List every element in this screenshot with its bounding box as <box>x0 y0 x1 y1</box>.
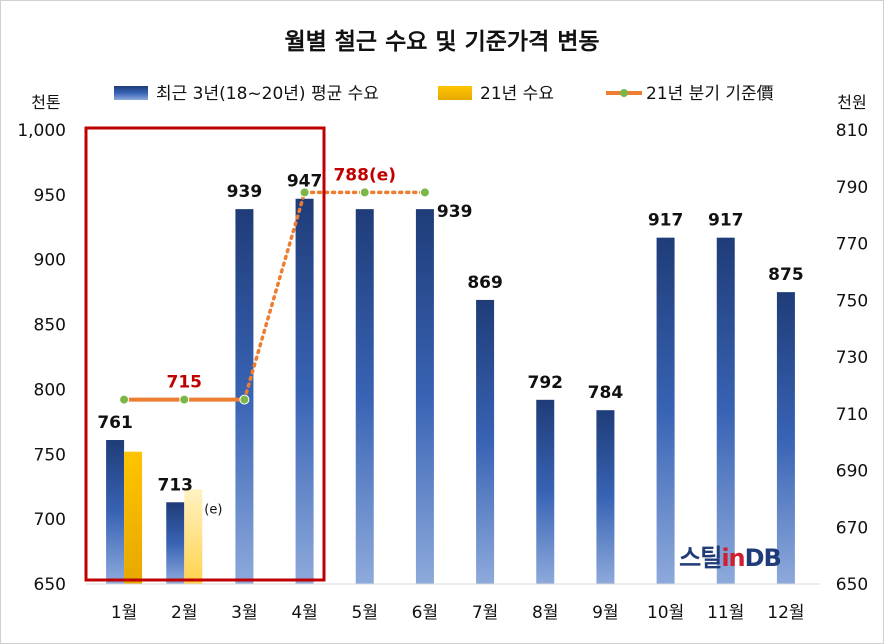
bar-value-label: 869 <box>467 273 503 293</box>
bar-avg-demand <box>656 237 675 585</box>
bar-avg-demand <box>776 292 795 584</box>
right-axis-unit: 천원 <box>837 93 866 112</box>
legend: 최근 3년(18~20년) 평균 수요 21년 수요 21년 분기 기준價 <box>114 84 774 104</box>
bar-avg-demand <box>355 209 374 584</box>
bar-value-label: 939 <box>227 182 263 202</box>
x-tick-label: 9월 <box>592 603 618 623</box>
price-line: 715 788(e) <box>119 165 430 405</box>
x-tick-label: 6월 <box>412 603 438 623</box>
legend-label-2021: 21년 수요 <box>480 84 554 104</box>
price-marker <box>359 187 370 198</box>
legend-marker-price <box>620 89 628 97</box>
bar-value-label: 917 <box>708 211 744 231</box>
y-tick-label: 900 <box>34 251 66 271</box>
y-tick-label: 650 <box>34 575 66 595</box>
y2-tick-label: 690 <box>836 462 868 482</box>
bar-value-label: 947 <box>287 172 323 192</box>
left-axis-unit: 천톤 <box>31 93 60 112</box>
bar-avg-demand <box>596 410 615 584</box>
bar-value-label: 875 <box>768 265 804 285</box>
price-annotation: 788(e) <box>333 165 396 185</box>
x-tick-label: 2월 <box>171 603 197 623</box>
y-tick-label: 750 <box>34 445 66 465</box>
y2-tick-label: 710 <box>836 405 868 425</box>
bar-avg-demand <box>106 440 125 584</box>
price-marker <box>299 187 310 198</box>
bar-value-label: 784 <box>588 383 624 403</box>
x-tick-label: 4월 <box>291 603 317 623</box>
bar-avg-demand <box>415 209 434 584</box>
x-tick-label: 10월 <box>647 603 684 623</box>
estimate-annotation: (e) <box>204 502 222 517</box>
x-tick-label: 5월 <box>352 603 378 623</box>
y2-tick-label: 770 <box>836 235 868 255</box>
y-tick-label: 1,000 <box>17 121 66 141</box>
x-tick-label: 12월 <box>767 603 804 623</box>
y-tick-label: 700 <box>34 510 66 530</box>
right-axis: 650 670 690 710 730 750 770 790 810 <box>836 121 868 595</box>
x-tick-label: 8월 <box>532 603 558 623</box>
y2-tick-label: 810 <box>836 121 868 141</box>
price-marker <box>239 394 250 405</box>
price-marker <box>419 187 430 198</box>
highlight-box <box>84 126 326 582</box>
y2-tick-label: 730 <box>836 348 868 368</box>
x-axis: 1월 2월 3월 4월 5월 6월 7월 8월 9월 10월 11월 12월 <box>111 603 805 623</box>
bar-value-label: 917 <box>648 211 684 231</box>
y2-tick-label: 670 <box>836 518 868 538</box>
y2-tick-label: 790 <box>836 178 868 198</box>
bar-avg-demand <box>476 299 495 584</box>
bar-2021-demand <box>124 451 143 584</box>
bar-avg-demand <box>166 502 185 584</box>
left-axis: 650 700 750 800 850 900 950 1,000 <box>17 121 66 595</box>
y2-tick-label: 650 <box>836 575 868 595</box>
price-annotation: 715 <box>167 373 203 393</box>
x-tick-label: 7월 <box>472 603 498 623</box>
bar-labels: 761 713 939 947 939 869 792 784 917 917 875 (e) <box>97 172 803 518</box>
y-tick-label: 850 <box>34 316 66 336</box>
y-tick-label: 950 <box>34 186 66 206</box>
price-marker <box>119 394 130 405</box>
price-line-segment <box>242 190 307 402</box>
bar-2021-demand <box>184 489 203 584</box>
bar-value-label: 713 <box>158 475 194 495</box>
x-tick-label: 3월 <box>231 603 257 623</box>
legend-swatch-avg <box>114 86 148 100</box>
bar-value-label: 792 <box>528 373 564 393</box>
y-tick-label: 800 <box>34 380 66 400</box>
y2-tick-label: 750 <box>836 291 868 311</box>
x-tick-label: 11월 <box>707 603 744 623</box>
bar-value-label: 761 <box>97 413 133 433</box>
svg-text:스틸inDB: 스틸inDB <box>679 544 781 572</box>
bar-avg-demand <box>536 399 555 584</box>
bar-avg-demand <box>716 237 735 585</box>
x-tick-label: 1월 <box>111 603 137 623</box>
legend-label-avg: 최근 3년(18~20년) 평균 수요 <box>156 84 379 104</box>
bars <box>106 198 795 585</box>
bar-value-label: 939 <box>437 202 473 222</box>
price-marker <box>179 394 190 405</box>
watermark: 스틸inDB <box>679 544 782 572</box>
bar-avg-demand <box>295 198 314 584</box>
legend-label-price: 21년 분기 기준價 <box>646 84 774 104</box>
legend-swatch-2021 <box>438 86 472 100</box>
chart-title: 월별 철근 수요 및 기준가격 변동 <box>284 29 599 55</box>
